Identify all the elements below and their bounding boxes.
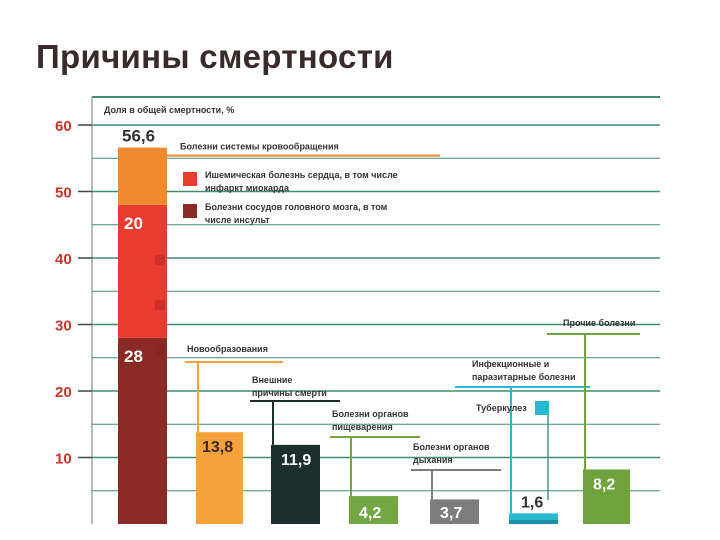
cvd-bar-segment-0 — [118, 337, 167, 524]
cvd-bar-segment-1 — [118, 204, 167, 338]
legend-text: Болезни сосудов головного мозга, в том — [205, 202, 388, 212]
bar-category-label: дыхания — [413, 455, 453, 465]
bar-category-label: Прочие болезни — [563, 318, 635, 328]
bar-5 — [509, 513, 558, 524]
bar-category-label: причины смерти — [252, 388, 327, 398]
bar-value-label: 1,6 — [521, 494, 543, 511]
bar-5-base — [509, 520, 558, 524]
bar-category-label: Внешние — [252, 375, 292, 385]
bar-value-label: 3,7 — [440, 505, 462, 522]
bar-2 — [271, 444, 320, 524]
bar-category-label: Болезни органов — [413, 442, 490, 452]
bar-category-label: Инфекционные и — [472, 359, 549, 369]
bar-value-label: 11,9 — [281, 452, 311, 469]
cvd-segment-label: 20 — [124, 214, 143, 233]
cvd-bar-texture — [155, 255, 165, 265]
bar-category-label: паразитарные болезни — [472, 372, 575, 382]
cvd-category-label: Болезни системы кровообращения — [180, 142, 339, 152]
y-tick-label: 10 — [55, 451, 72, 468]
legend-swatch — [183, 204, 197, 218]
bar-6 — [583, 469, 630, 524]
slide-title: Причины смертности — [36, 38, 394, 75]
cvd-bar-texture — [155, 300, 165, 310]
y-tick-label: 50 — [55, 185, 72, 202]
y-tick-label: 20 — [55, 384, 72, 401]
cvd-segment-label: 28 — [124, 347, 143, 366]
legend-swatch — [183, 172, 197, 186]
bar-category-label: пищеварения — [332, 422, 393, 432]
y-tick-label: 40 — [55, 251, 72, 268]
bar-value-label: 4,2 — [359, 505, 381, 522]
cvd-bar-texture — [155, 345, 165, 355]
y-tick-label: 30 — [55, 318, 72, 335]
bar-3 — [349, 496, 398, 524]
tuberculosis-label: Туберкулез — [476, 403, 527, 413]
legend-text: числе инсульт — [205, 215, 270, 225]
bar-1 — [196, 432, 243, 524]
bar-category-label: Болезни органов — [332, 409, 409, 419]
bar-value-label: 8,2 — [593, 476, 615, 493]
legend-text: инфаркт миокарда — [205, 183, 290, 193]
tuberculosis-swatch — [535, 401, 549, 415]
bar-category-label: Новообразования — [187, 344, 268, 354]
cvd-bar-segment-2 — [118, 147, 167, 205]
legend-text: Ишемическая болезнь сердца, в том числе — [205, 170, 398, 180]
y-axis-title: Доля в общей смертности, % — [104, 105, 234, 115]
bar-value-label: 13,8 — [202, 439, 233, 456]
bar-4 — [430, 499, 479, 524]
cvd-total-label: 56,6 — [122, 127, 155, 146]
y-tick-label: 60 — [55, 118, 72, 135]
